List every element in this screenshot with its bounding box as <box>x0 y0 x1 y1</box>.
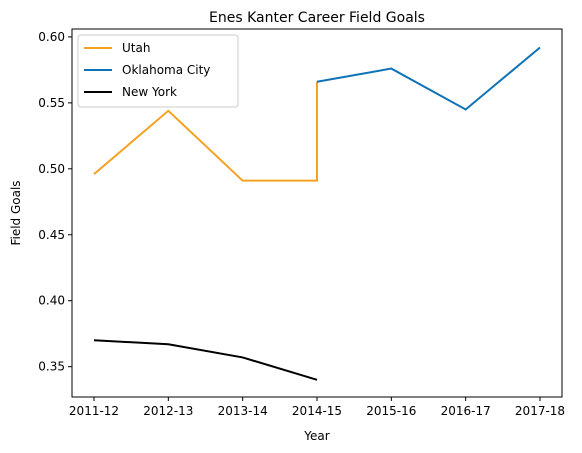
y-tick-label: 0.45 <box>38 228 65 242</box>
legend-box <box>77 34 239 108</box>
y-axis-label: Field Goals <box>9 180 23 245</box>
series-line-new-york <box>93 339 318 381</box>
x-axis: 2011-12 2012-13 2013-14 2014-15 2015-16 2016-… <box>69 397 565 418</box>
legend-label: New York <box>122 85 177 99</box>
x-tick-label: 2015-16 <box>366 404 416 418</box>
series-layer <box>93 46 541 381</box>
chart-title: Enes Kanter Career Field Goals <box>209 10 425 26</box>
y-tick-label: 0.50 <box>38 162 65 176</box>
x-tick-label: 2011-12 <box>69 404 119 418</box>
y-tick-label: 0.35 <box>38 360 65 374</box>
legend-label: Utah <box>122 41 150 55</box>
legend-label: Oklahoma City <box>122 63 210 77</box>
x-axis-label: Year <box>303 429 329 443</box>
series-line-utah <box>93 81 318 182</box>
x-tick-label: 2016-17 <box>441 404 491 418</box>
y-tick-label: 0.40 <box>38 294 65 308</box>
x-tick-label: 2014-15 <box>292 404 342 418</box>
x-tick-label: 2012-13 <box>143 404 193 418</box>
y-tick-label: 0.60 <box>38 30 65 44</box>
x-tick-label: 2013-14 <box>218 404 268 418</box>
y-tick-label: 0.55 <box>38 96 65 110</box>
x-tick-label: 2017-18 <box>515 404 565 418</box>
series-line-oklahoma-city <box>316 46 541 111</box>
y-axis: 0.35 0.40 0.45 0.50 0.55 0.60 <box>38 30 72 374</box>
legend: Utah Oklahoma City New York <box>77 34 239 108</box>
